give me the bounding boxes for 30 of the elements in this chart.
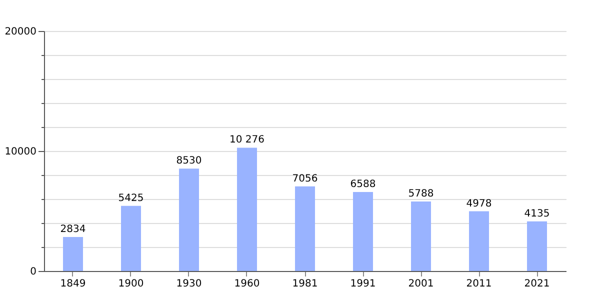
bar [527, 221, 547, 271]
y-tick-label: 0 [30, 266, 36, 278]
x-tick-label: 1960 [234, 278, 260, 290]
x-tick-label: 1981 [292, 278, 318, 290]
data-label: 2834 [60, 224, 86, 235]
data-label: 7056 [292, 173, 318, 184]
bar [353, 192, 373, 271]
x-tick-label: 1991 [350, 278, 376, 290]
data-label: 10 276 [230, 134, 264, 146]
data-label: 4135 [524, 208, 550, 220]
data-label: 6588 [350, 178, 376, 190]
x-tick-label: 1849 [60, 278, 86, 290]
x-tick-label: 2001 [408, 278, 434, 290]
bar [469, 211, 489, 271]
bar [179, 168, 199, 271]
bar [237, 148, 257, 271]
bar [63, 236, 83, 271]
x-tick-label: 2011 [466, 278, 492, 290]
x-tick-label: 1900 [118, 278, 144, 290]
bar [295, 186, 315, 271]
x-tick-label: 2021 [524, 278, 550, 290]
bar [121, 206, 141, 271]
y-tick-label: 10000 [4, 146, 36, 158]
data-label: 4978 [466, 198, 492, 210]
data-label: 5425 [118, 192, 144, 204]
data-label: 5788 [408, 188, 434, 200]
data-label: 8530 [176, 156, 202, 167]
x-tick-label: 1930 [176, 278, 202, 290]
y-tick-label: 20000 [4, 26, 36, 38]
bar [411, 202, 431, 271]
